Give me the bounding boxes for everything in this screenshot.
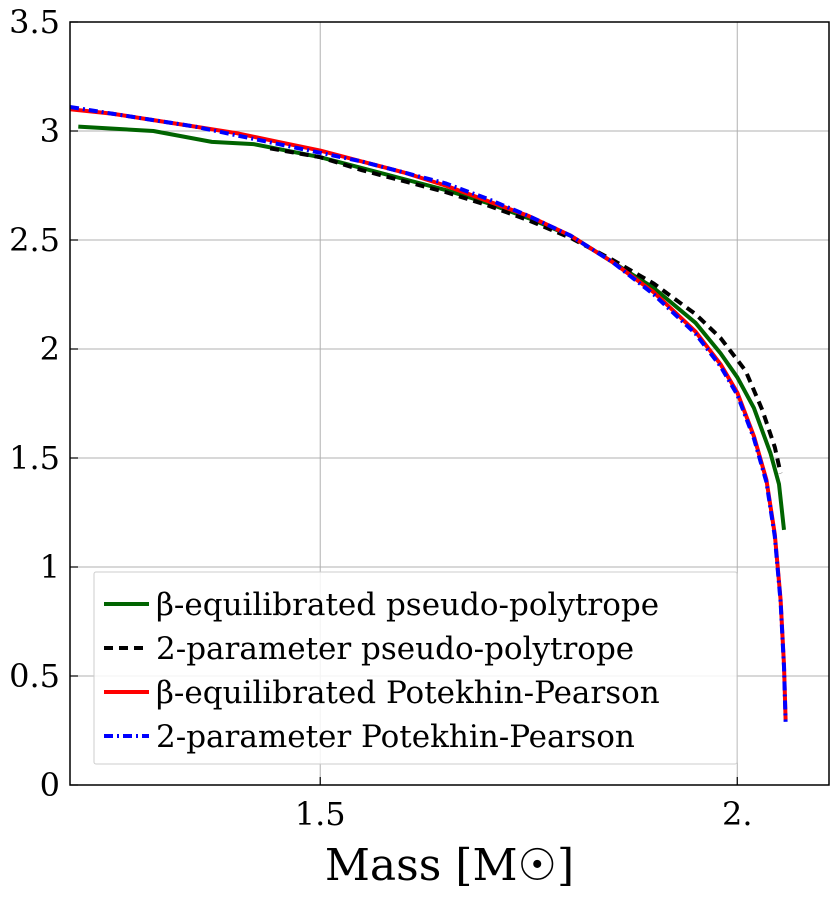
legend-box xyxy=(93,571,738,765)
x-axis-label: Mass [M☉] xyxy=(325,840,574,891)
x-tick-label: 1.5 xyxy=(295,795,346,833)
series-line-2 xyxy=(269,146,783,474)
y-tick-label: 1.5 xyxy=(9,439,60,477)
y-tick-label: 1 xyxy=(40,548,60,586)
series-line-4 xyxy=(69,105,788,722)
legend-label-3: β-equilibrated Potekhin-Pearson xyxy=(156,675,660,711)
plot-frame xyxy=(69,21,830,786)
legend: β-equilibrated pseudo-polytrope 2-paramet… xyxy=(93,571,738,765)
legend-label-2: 2-parameter pseudo-polytrope xyxy=(156,631,634,667)
y-tick-label: 0.5 xyxy=(9,657,60,695)
y-tick-label: 3 xyxy=(40,112,60,150)
y-tick-label: 0 xyxy=(40,766,60,804)
x-tick-label: 2. xyxy=(722,795,753,833)
legend-label-1: β-equilibrated pseudo-polytrope xyxy=(156,587,659,623)
y-tick-label: 2 xyxy=(40,330,60,368)
series-lines xyxy=(69,105,788,722)
y-tick-label: 3.5 xyxy=(9,3,60,41)
axis-ticks: 1.5 2. 0 0.5 1 1.5 2 2.5 3 3.5 xyxy=(9,3,752,833)
y-tick-label: 2.5 xyxy=(9,221,60,259)
legend-label-4: 2-parameter Potekhin-Pearson xyxy=(156,719,635,755)
